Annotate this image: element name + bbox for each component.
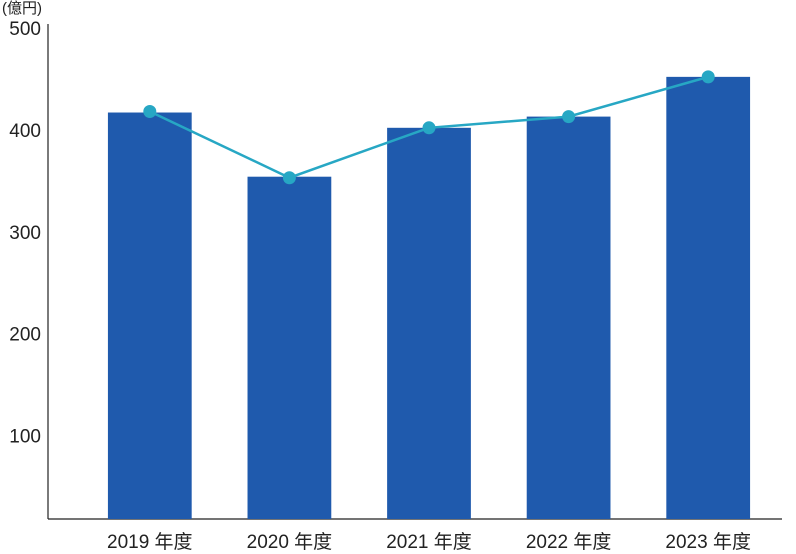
x-tick-label: 2022 年度	[526, 531, 612, 553]
x-tick-label: 2023 年度	[665, 531, 751, 553]
y-tick-label: 200	[9, 325, 41, 346]
line-point	[282, 171, 296, 185]
bar	[107, 112, 192, 520]
x-tick-label: 2019 年度	[107, 531, 193, 553]
y-tick-label: 500	[9, 19, 41, 40]
bar	[387, 127, 471, 520]
y-axis-unit: (億円)	[2, 0, 42, 17]
line-point	[701, 70, 715, 84]
x-tick-label: 2020 年度	[247, 531, 333, 553]
line-point	[422, 121, 436, 135]
x-tick-label: 2021 年度	[386, 531, 472, 553]
line-point	[143, 105, 157, 118]
y-tick-label: 100	[9, 427, 41, 448]
line-point	[562, 110, 576, 124]
bar	[247, 176, 332, 519]
bar	[666, 76, 751, 520]
y-tick-label: 300	[9, 223, 41, 244]
bar	[526, 116, 611, 519]
y-tick-label: 400	[9, 121, 41, 142]
